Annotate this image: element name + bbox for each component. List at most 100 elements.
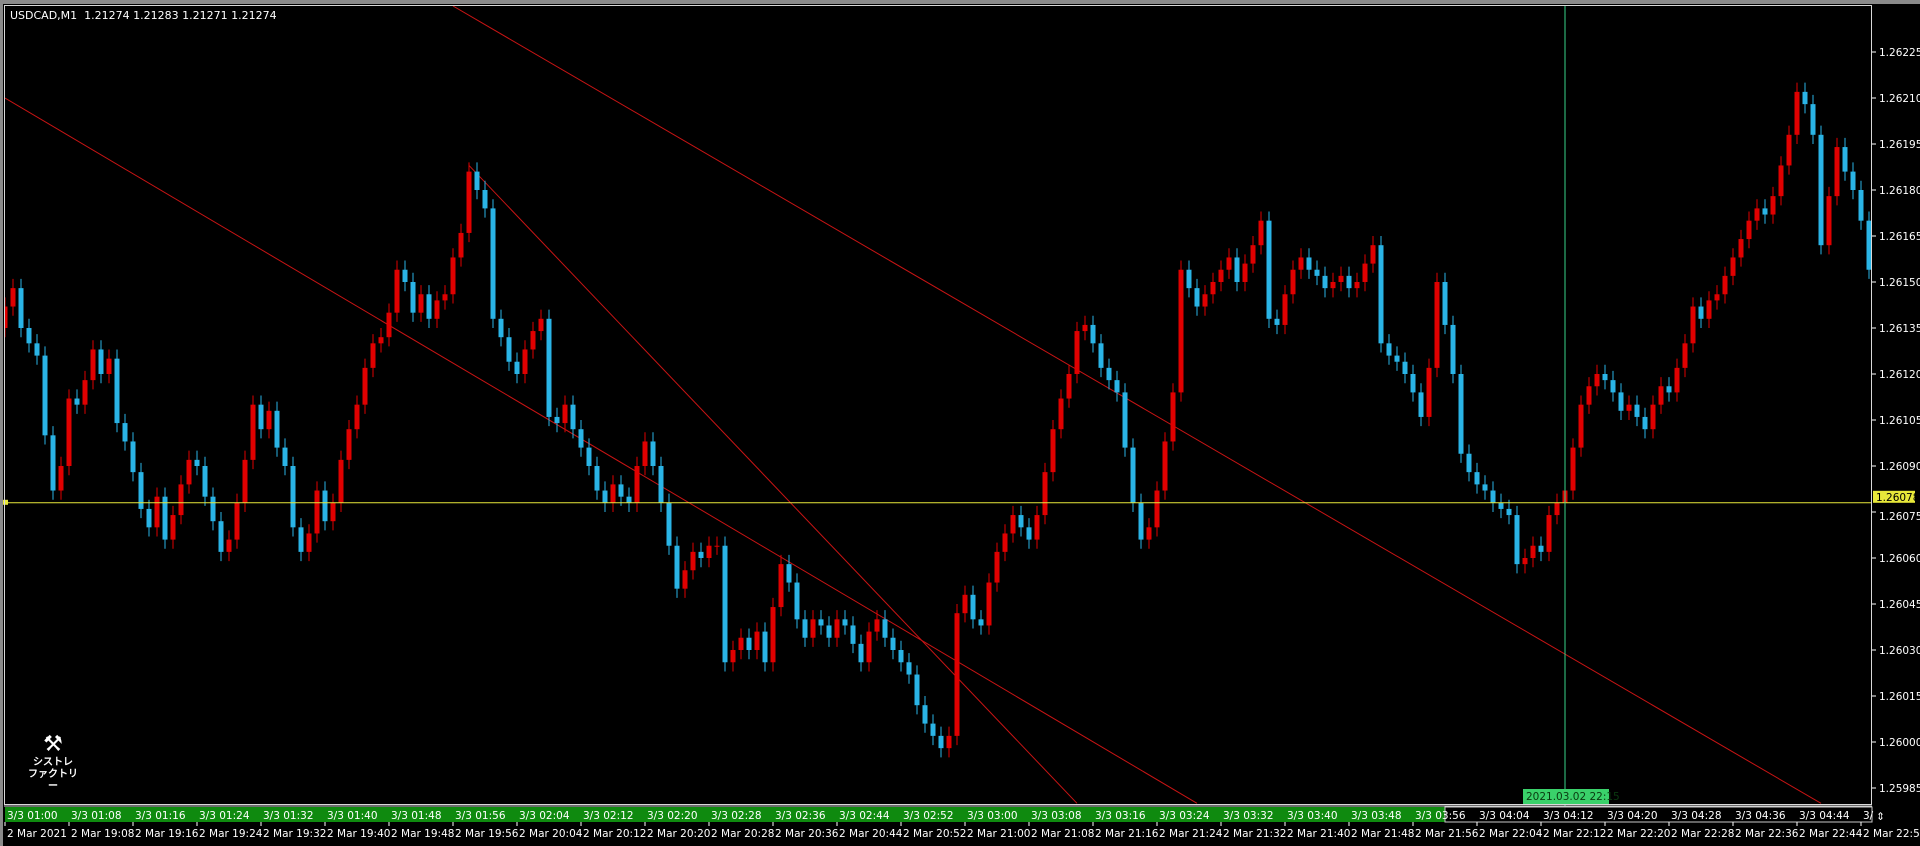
jst-time-label: 3/3 03:00 <box>967 810 1018 822</box>
candle-body <box>1546 515 1552 552</box>
candle-body <box>1218 269 1224 282</box>
candle-body <box>1642 416 1648 430</box>
candle-body <box>378 337 384 344</box>
tools-icon: ⚒ <box>43 732 63 757</box>
candle-body <box>5 306 8 328</box>
candle-body <box>1722 275 1728 295</box>
time-label: 2 Mar 22:28 <box>1671 828 1734 840</box>
candle-body <box>1754 208 1760 221</box>
candle-body <box>786 564 792 583</box>
candle-body <box>1490 490 1496 503</box>
candle-body <box>1202 294 1208 307</box>
candle-body <box>226 539 232 552</box>
candle-body <box>986 582 992 626</box>
candle-body <box>570 404 576 430</box>
candle-body <box>682 570 688 589</box>
trendline[interactable] <box>452 6 1822 804</box>
jst-time-label: 3/3 04:44 <box>1799 810 1850 822</box>
price-label: 1.26060 <box>1879 553 1920 565</box>
jst-time-label: 3/3 02:04 <box>519 810 570 822</box>
candle-body <box>346 429 352 460</box>
candle-body <box>882 619 888 638</box>
candle-body <box>1258 220 1264 246</box>
candle-body <box>1714 294 1720 301</box>
candle-body <box>922 705 928 724</box>
candle-body <box>562 404 568 424</box>
candle-body <box>1082 324 1088 332</box>
candle-body <box>1698 306 1704 319</box>
candle-body <box>866 631 872 663</box>
jst-time-label: 3/3 01:56 <box>455 810 506 822</box>
candle-body <box>306 533 312 552</box>
candle-body <box>962 594 968 614</box>
candle-body <box>1146 527 1152 540</box>
jst-time-label: 3/3 02:20 <box>647 810 698 822</box>
candle-body <box>650 441 656 466</box>
candle-body <box>178 484 184 516</box>
candle-body <box>1074 331 1080 374</box>
jst-time-label: 3/3 02:28 <box>711 810 762 822</box>
candle-body <box>354 404 360 430</box>
price-marker-label: 1.26078 <box>1876 492 1919 504</box>
candle-body <box>162 496 168 540</box>
candle-body <box>170 515 176 540</box>
candle-body <box>618 484 624 497</box>
candle-body <box>50 435 56 491</box>
trendline[interactable] <box>5 97 1198 804</box>
jst-time-label: 3/3 01:24 <box>199 810 250 822</box>
candle-body <box>834 619 840 638</box>
candle-body <box>546 318 552 417</box>
candle-body <box>1618 392 1624 411</box>
candle-body <box>938 735 944 749</box>
candle-body <box>978 619 984 626</box>
time-label: 2 Mar 22:36 <box>1735 828 1799 840</box>
candle-body <box>490 208 496 319</box>
candle-body <box>1522 558 1528 565</box>
time-label: 2 Mar 21:48 <box>1351 828 1414 840</box>
jst-time-label: 3/3 04:12 <box>1543 810 1594 822</box>
candle-body <box>1762 208 1768 215</box>
plot-area[interactable] <box>4 5 1872 805</box>
candle-body <box>778 564 784 608</box>
jst-time-label: 3/3 02:44 <box>839 810 890 822</box>
hline-handle[interactable] <box>3 499 8 505</box>
candle-body <box>1482 484 1488 491</box>
candle-body <box>1346 275 1352 289</box>
candle-body <box>1210 282 1216 295</box>
jst-time-label: 3/3 04:28 <box>1671 810 1722 822</box>
candle-body <box>1442 282 1448 325</box>
candle-body <box>1850 171 1856 190</box>
candle-body <box>746 637 752 650</box>
candle-body <box>466 171 472 233</box>
candle-body <box>90 349 96 381</box>
candle-body <box>826 625 832 638</box>
candle-body <box>1810 104 1816 135</box>
candle-body <box>1586 386 1592 405</box>
trendline[interactable] <box>468 165 1078 804</box>
logo[interactable]: ⚒ シストレ ファクトリー <box>26 733 80 793</box>
candle-body <box>1498 502 1504 509</box>
candle-body <box>10 288 16 307</box>
candle-body <box>58 466 64 491</box>
candle-body <box>1066 374 1072 399</box>
candle-body <box>138 472 144 509</box>
candle-body <box>426 294 432 319</box>
candle-body <box>362 367 368 405</box>
candle-body <box>1106 367 1112 381</box>
candle-body <box>842 619 848 626</box>
time-label: 2 Mar 22:52 <box>1863 828 1920 840</box>
candle-body <box>1666 386 1672 393</box>
candle-body <box>970 594 976 620</box>
jst-time-label: 3/3 04:04 <box>1479 810 1530 822</box>
candle-body <box>954 613 960 736</box>
candle-body <box>642 441 648 466</box>
candle-body <box>1170 392 1176 442</box>
scroll-icon[interactable]: ⇕ <box>1876 811 1885 823</box>
jst-time-label: 3/3 04:36 <box>1735 810 1786 822</box>
candle-body <box>1450 324 1456 374</box>
candle-body <box>1130 447 1136 503</box>
candle-body <box>554 416 560 424</box>
candle-body <box>434 300 440 319</box>
